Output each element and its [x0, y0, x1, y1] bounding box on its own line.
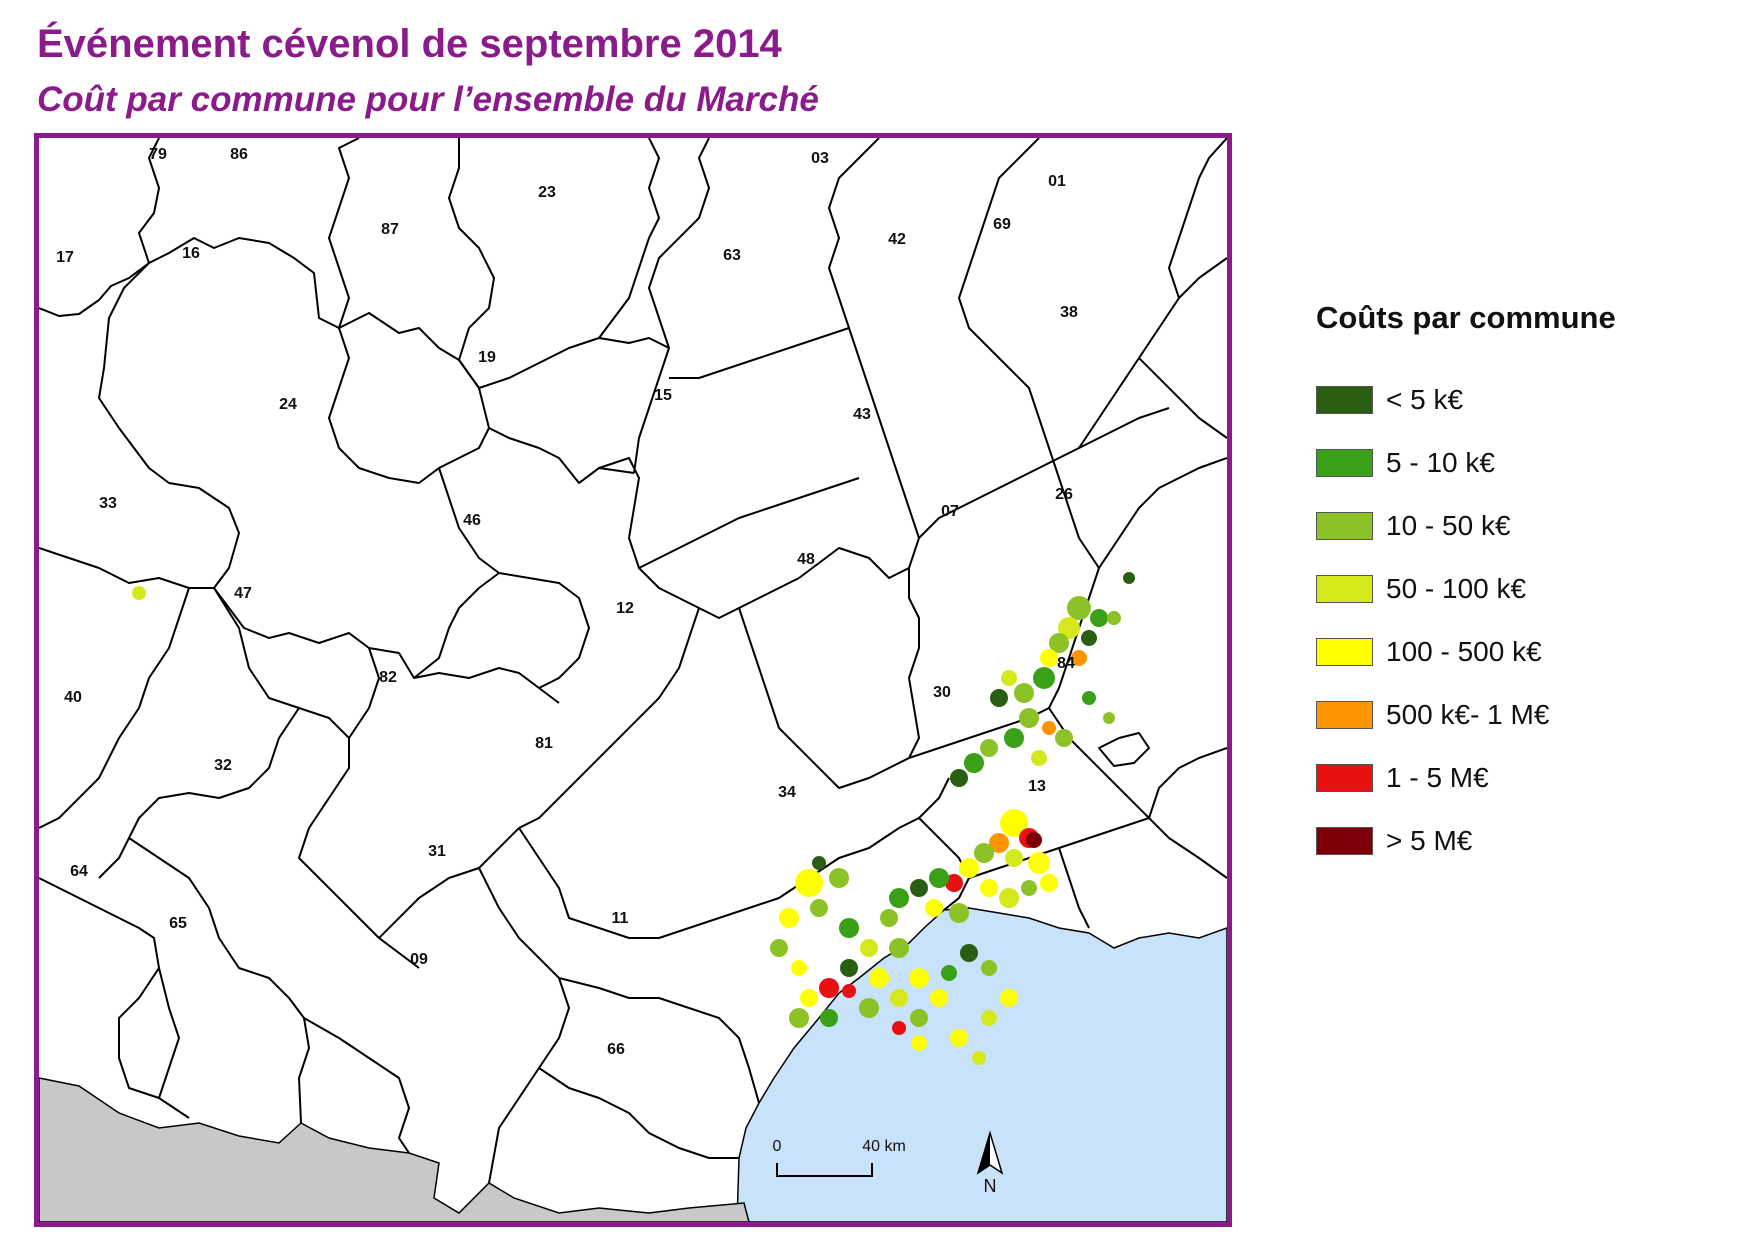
dept-label-38: 38 — [1060, 304, 1078, 321]
legend-swatch — [1316, 827, 1373, 855]
dept-label-19: 19 — [478, 349, 496, 366]
dept-label-43: 43 — [853, 406, 871, 423]
legend-label: 1 - 5 M€ — [1386, 762, 1489, 793]
dept-label-34: 34 — [778, 784, 796, 801]
dept-label-26: 26 — [1055, 486, 1073, 503]
legend-label: 5 - 10 k€ — [1386, 447, 1495, 478]
dept-label-64: 64 — [70, 863, 88, 880]
department-labels: 79 86 03 01 23 87 63 42 69 17 16 38 19 1… — [56, 146, 1078, 1058]
dept-label-07: 07 — [941, 503, 959, 520]
scale-bar-start-label: 0 — [773, 1138, 782, 1155]
legend-swatch — [1316, 512, 1373, 540]
legend-label: 10 - 50 k€ — [1386, 510, 1511, 541]
dept-label-63: 63 — [723, 247, 741, 264]
dept-label-13: 13 — [1028, 778, 1046, 795]
scale-bar: 0 40 km — [773, 1138, 906, 1177]
legend-item: 1 - 5 M€ — [1316, 762, 1736, 827]
dept-label-30: 30 — [933, 684, 951, 701]
dept-label-16: 16 — [182, 245, 200, 262]
dept-label-23: 23 — [538, 184, 556, 201]
legend-item: 5 - 10 k€ — [1316, 447, 1736, 512]
dept-label-32: 32 — [214, 757, 232, 774]
dept-label-31: 31 — [428, 843, 446, 860]
legend-swatch — [1316, 575, 1373, 603]
dept-label-11: 11 — [612, 910, 629, 927]
dept-label-66: 66 — [607, 1041, 625, 1058]
north-arrow-shade — [978, 1133, 990, 1173]
legend-item: 10 - 50 k€ — [1316, 510, 1736, 575]
legend-item: < 5 k€ — [1316, 384, 1736, 449]
spain-area — [39, 1077, 750, 1222]
legend-item: 50 - 100 k€ — [1316, 573, 1736, 638]
dept-label-03: 03 — [811, 150, 829, 167]
dept-label-12: 12 — [616, 600, 634, 617]
dept-label-33: 33 — [99, 495, 117, 512]
legend-swatch — [1316, 449, 1373, 477]
dept-label-48: 48 — [797, 551, 815, 568]
dept-label-40: 40 — [64, 689, 82, 706]
legend-swatch — [1316, 764, 1373, 792]
legend-label: 50 - 100 k€ — [1386, 573, 1527, 604]
legend-items: < 5 k€ 5 - 10 k€ 10 - 50 k€ 50 - 100 k€ 100 … — [1316, 384, 1736, 890]
legend-item: > 5 M€ — [1316, 825, 1736, 890]
legend-item: 100 - 500 k€ — [1316, 636, 1736, 701]
map-title: Événement cévenol de septembre 2014 — [37, 22, 782, 66]
legend-swatch — [1316, 701, 1373, 729]
legend-label: > 5 M€ — [1386, 825, 1473, 856]
dept-label-17: 17 — [56, 249, 74, 266]
dept-label-87: 87 — [381, 221, 399, 238]
dept-label-81: 81 — [535, 735, 553, 752]
map-frame[interactable]: 79 86 03 01 23 87 63 42 69 17 16 38 19 1… — [34, 133, 1232, 1227]
dept-label-42: 42 — [888, 231, 906, 248]
legend-label: 500 k€- 1 M€ — [1386, 699, 1550, 730]
dept-label-24: 24 — [279, 396, 297, 413]
scale-bar-end-label: 40 km — [862, 1138, 906, 1155]
north-arrow: N — [976, 1130, 1004, 1196]
legend-title: Coûts par commune — [1316, 300, 1616, 335]
dept-label-79: 79 — [149, 146, 167, 163]
dept-label-69: 69 — [993, 216, 1011, 233]
map-subtitle: Coût par commune pour l’ensemble du Marc… — [37, 80, 819, 119]
dept-label-86: 86 — [230, 146, 248, 163]
affected-communes — [132, 572, 1135, 1065]
dept-label-01: 01 — [1048, 173, 1066, 190]
dept-label-15: 15 — [654, 387, 672, 404]
legend-label: < 5 k€ — [1386, 384, 1464, 415]
legend-label: 100 - 500 k€ — [1386, 636, 1542, 667]
sea-area — [736, 907, 1227, 1222]
dept-label-65: 65 — [169, 915, 187, 932]
map-canvas[interactable]: 79 86 03 01 23 87 63 42 69 17 16 38 19 1… — [39, 138, 1227, 1222]
legend: Coûts par commune < 5 k€ 5 - 10 k€ 10 - 50… — [1316, 300, 1736, 890]
dept-label-09: 09 — [410, 951, 428, 968]
north-arrow-label: N — [984, 1176, 997, 1196]
dept-label-82: 82 — [379, 669, 397, 686]
scale-bar-line — [776, 1163, 873, 1177]
legend-swatch — [1316, 386, 1373, 414]
legend-item: 500 k€- 1 M€ — [1316, 699, 1736, 764]
dept-label-84: 84 — [1057, 655, 1075, 672]
dept-label-47: 47 — [234, 585, 252, 602]
legend-swatch — [1316, 638, 1373, 666]
department-borders — [39, 138, 1227, 1184]
dept-label-46: 46 — [463, 512, 481, 529]
